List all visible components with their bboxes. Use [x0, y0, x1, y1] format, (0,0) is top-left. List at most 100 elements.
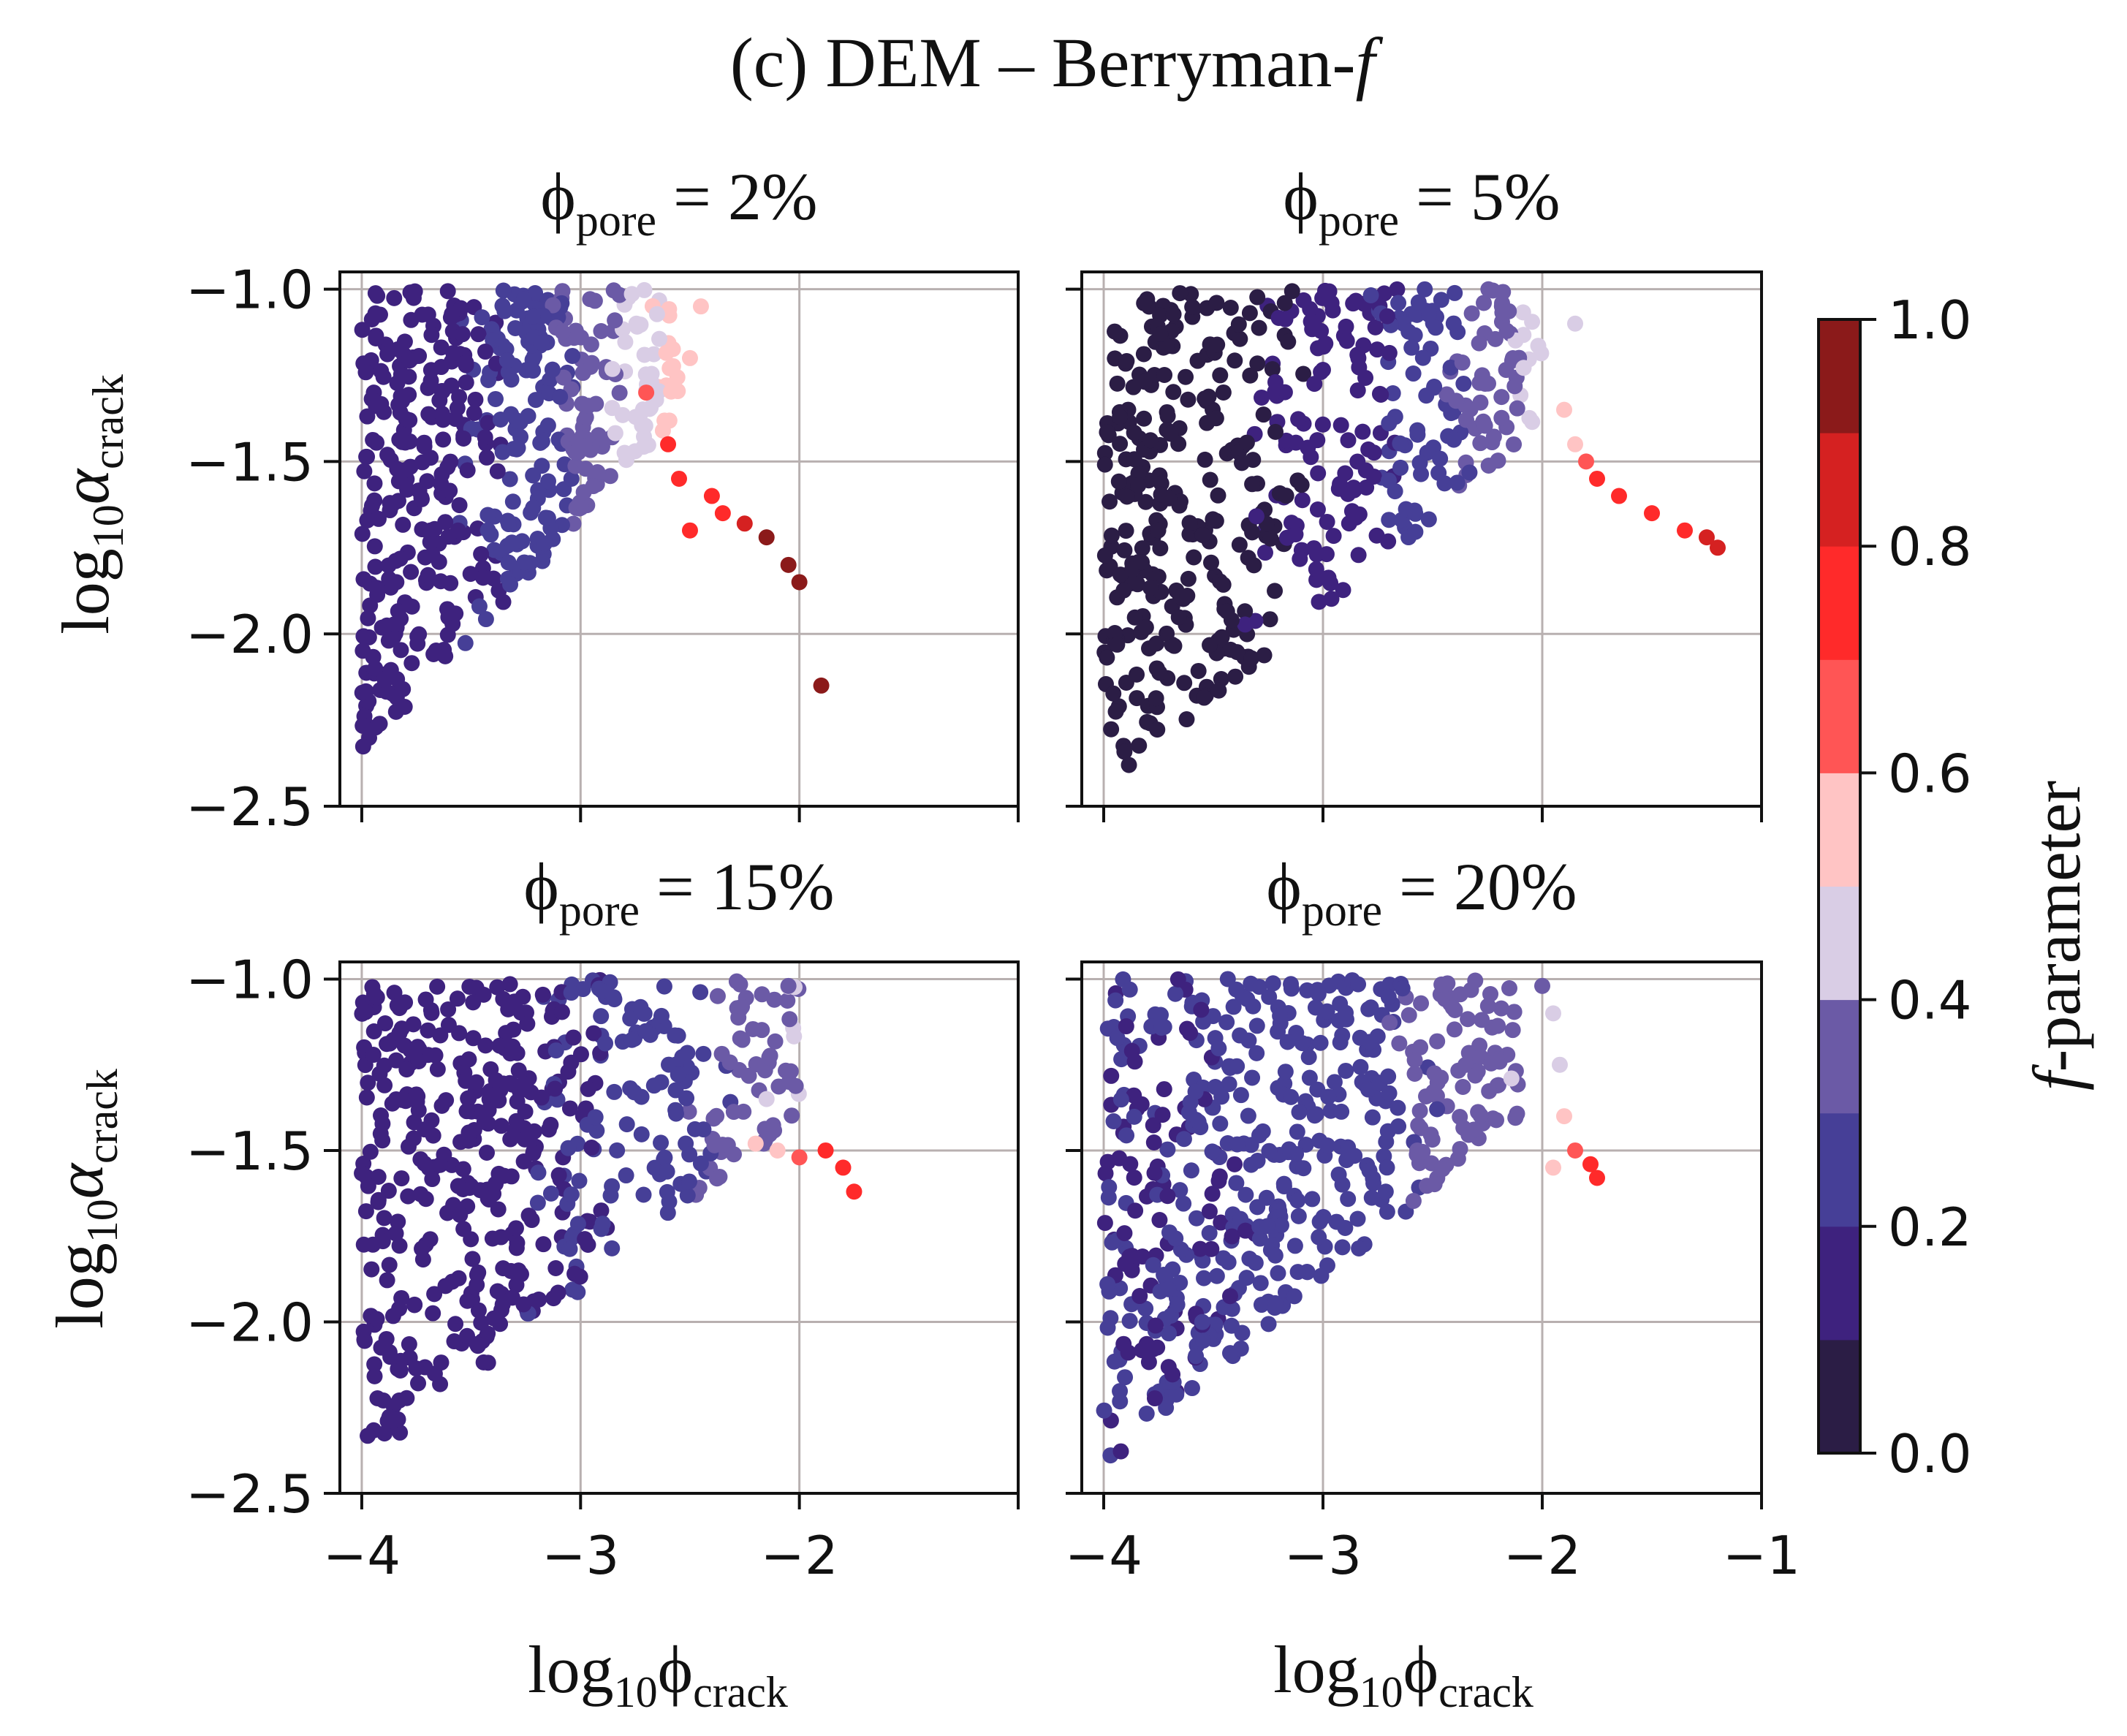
scatter-point: [379, 1036, 395, 1053]
scatter-point: [1242, 367, 1259, 384]
scatter-point: [661, 1194, 678, 1210]
y-tick-label: −1.0: [186, 259, 314, 321]
scatter-point: [463, 1231, 479, 1248]
scatter-point: [1319, 513, 1335, 530]
scatter-point: [1311, 594, 1327, 610]
scatter-point: [410, 1375, 427, 1392]
scatter-point: [1221, 1076, 1237, 1093]
scatter-point: [681, 349, 698, 366]
scatter-point: [635, 439, 652, 455]
scatter-point: [447, 605, 464, 622]
scatter-point: [375, 1392, 392, 1409]
scatter-point: [1197, 390, 1213, 407]
scatter-point: [477, 429, 493, 446]
scatter-point: [1301, 1069, 1318, 1086]
scatter-point: [1251, 1230, 1268, 1247]
scatter-point: [403, 564, 420, 580]
scatter-point: [368, 1311, 385, 1327]
scatter-point: [1224, 1228, 1240, 1245]
scatter-point: [1300, 1049, 1317, 1066]
scatter-point: [653, 1134, 670, 1151]
scatter-point: [519, 1015, 536, 1032]
scatter-point: [1323, 591, 1340, 607]
scatter-point: [1403, 339, 1420, 356]
scatter-point: [354, 684, 371, 701]
scatter-point: [1457, 1056, 1474, 1073]
scatter-point: [1278, 488, 1294, 504]
scatter-point: [779, 992, 796, 1009]
scatter-point: [709, 988, 726, 1004]
scatter-point: [458, 374, 474, 391]
scatter-point: [1165, 384, 1182, 401]
scatter-point: [680, 1103, 697, 1120]
scatter-point: [452, 1207, 469, 1224]
scatter-point: [373, 363, 390, 379]
axes-frame: [1080, 960, 1763, 1495]
scatter-point: [446, 1333, 463, 1350]
scatter-point: [1135, 346, 1152, 363]
scatter-point: [1109, 636, 1126, 653]
scatter-point: [1455, 1079, 1471, 1096]
scatter-point: [1320, 1088, 1337, 1105]
scatter-point: [370, 1191, 387, 1208]
scatter-point: [1116, 743, 1133, 760]
scatter-point: [1151, 1212, 1168, 1229]
scatter-point: [550, 1284, 566, 1301]
scatter-point: [1183, 1380, 1200, 1397]
scatter-point: [1433, 1069, 1449, 1086]
scatter-point: [1237, 603, 1254, 620]
scatter-point: [387, 553, 404, 569]
scatter-point: [617, 333, 634, 350]
scatter-point: [510, 1262, 527, 1279]
scatter-point: [489, 463, 506, 480]
scatter-point: [1159, 625, 1175, 642]
scatter-point: [1272, 1007, 1289, 1024]
scatter-point: [635, 1186, 652, 1203]
scatter-point: [1112, 409, 1129, 425]
scatter-point: [1136, 410, 1153, 427]
scatter-point: [389, 997, 406, 1014]
scatter-point: [1283, 1088, 1300, 1105]
scatter-point: [1290, 411, 1307, 428]
scatter-point: [417, 1121, 433, 1138]
scatter-point: [475, 1354, 492, 1371]
scatter-point: [1234, 455, 1251, 471]
scatter-point: [1307, 999, 1324, 1016]
scatter-point: [1384, 384, 1401, 401]
scatter-point: [1175, 1131, 1192, 1148]
scatter-point: [429, 1061, 446, 1077]
scatter-point: [1244, 476, 1261, 493]
y-tick-label: −2.5: [186, 776, 314, 838]
scatter-point: [393, 366, 409, 383]
scatter-point: [386, 1411, 403, 1428]
scatter-point: [1252, 1275, 1269, 1292]
scatter-point: [1172, 1182, 1188, 1199]
scatter-point: [1183, 1162, 1199, 1179]
x-tick-label: −1: [1723, 1525, 1800, 1586]
scatter-point: [754, 986, 770, 1003]
scatter-point: [705, 1110, 722, 1127]
scatter-point: [846, 1183, 862, 1200]
scatter-point: [1164, 1366, 1181, 1383]
scatter-point: [747, 1135, 764, 1152]
scatter-point: [618, 1167, 634, 1184]
scatter-point: [1169, 1296, 1186, 1313]
scatter-point: [422, 534, 439, 550]
scatter-point: [1158, 338, 1175, 355]
scatter-point: [1140, 1354, 1157, 1371]
scatter-point: [1350, 547, 1367, 564]
scatter-point: [681, 1146, 698, 1163]
scatter-point: [1166, 637, 1183, 654]
scatter-point: [1334, 1239, 1351, 1256]
scatter-point: [422, 362, 439, 379]
scatter-point: [666, 382, 683, 398]
scatter-point: [1365, 468, 1382, 485]
scatter-point: [454, 326, 471, 343]
scatter-point: [1515, 360, 1532, 376]
scatter-point: [357, 364, 374, 381]
scatter-point: [1153, 475, 1169, 492]
scatter-point: [1137, 493, 1154, 510]
scatter-point: [553, 1004, 570, 1020]
scatter-point: [545, 297, 561, 314]
x-axis-label-right: log10ϕcrack: [1273, 1632, 1533, 1716]
